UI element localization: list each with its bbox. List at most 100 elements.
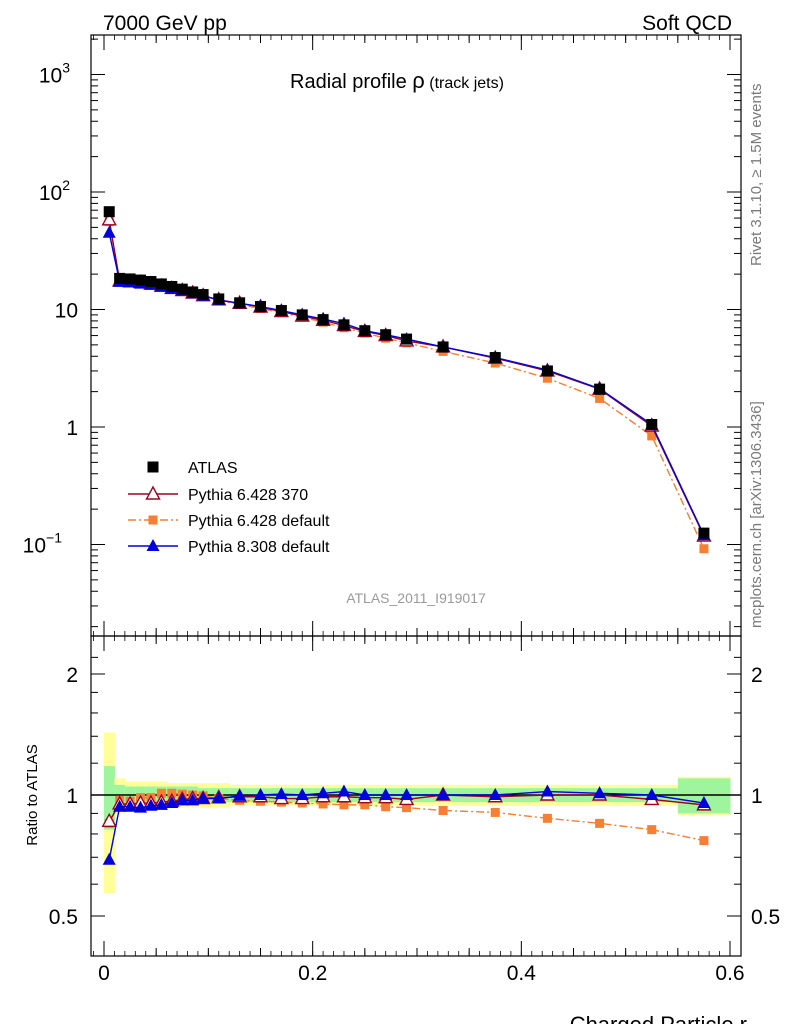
- mcplots-reference-label: mcplots.cern.ch [arXiv:1306.3436]: [748, 401, 765, 628]
- ratio-data-point: [381, 802, 391, 812]
- ratio-y-tick-label-right: 0.5: [751, 906, 780, 929]
- category-label: Soft QCD: [642, 12, 732, 35]
- ratio-data-point: [490, 807, 500, 817]
- ratio-data-point: [645, 788, 659, 800]
- legend-marker: [147, 461, 159, 473]
- ratio-data-point: [144, 798, 158, 811]
- ratio-data-point: [196, 791, 210, 804]
- ratio-data-point: [540, 784, 554, 797]
- ratio-data-point: [295, 788, 309, 800]
- ratio-data-point: [593, 786, 607, 799]
- data-point: [145, 276, 157, 288]
- legend-label: ATLAS: [188, 460, 238, 477]
- data-point: [359, 325, 371, 337]
- legend-marker: [145, 485, 161, 500]
- ratio-uncertainty-bands: [104, 732, 731, 894]
- data-point: [102, 225, 116, 238]
- ratio-y-tick-label: 1: [66, 785, 78, 808]
- data-point: [101, 211, 117, 226]
- ratio-data-point: [233, 788, 247, 801]
- plot-title-main: Radial profile: [290, 71, 412, 93]
- data-point: [187, 286, 199, 298]
- ratio-plot-axes: 0.5 0.5 1 1 2 2 0 0.2 0.4 0.6: [49, 635, 780, 985]
- ratio-data-point: [438, 806, 448, 816]
- ratio-data-point: [175, 793, 189, 806]
- inner-uncertainty-band: [104, 766, 115, 830]
- data-point: [541, 365, 553, 377]
- data-point: [213, 293, 225, 305]
- ratio-data-point: [699, 836, 709, 846]
- data-point: [176, 283, 188, 295]
- data-point: [542, 373, 552, 383]
- ratio-data-point: [316, 786, 330, 799]
- ratio-y-tick-label-right: 2: [751, 664, 763, 687]
- data-point: [594, 383, 606, 395]
- data-point: [103, 206, 115, 218]
- legend-marker: [146, 539, 160, 551]
- data-point: [124, 273, 136, 285]
- legend-item-py8: Pythia 8.308 default: [128, 539, 330, 556]
- main-plot-series: [101, 206, 712, 554]
- ratio-data-point: [358, 788, 372, 800]
- ratio-data-point: [542, 813, 552, 823]
- data-point: [595, 393, 605, 403]
- y-tick-label: 10: [55, 300, 78, 323]
- ratio-data-point: [379, 788, 393, 800]
- data-point: [317, 314, 329, 326]
- ratio-data-point: [274, 787, 288, 800]
- data-point: [489, 352, 501, 364]
- data-point: [234, 297, 246, 309]
- x-tick-label: 0.2: [298, 962, 327, 985]
- ratio-plot-frame: [90, 635, 742, 957]
- ratio-data-point: [360, 800, 370, 810]
- plot-title-sub: (track jets): [425, 75, 504, 92]
- x-axis-label: Charged Particle r: [570, 1012, 747, 1024]
- ratio-data-point: [123, 799, 137, 812]
- legend-label: Pythia 8.308 default: [188, 539, 330, 556]
- ratio-data-point: [101, 812, 117, 828]
- ratio-data-point: [595, 818, 605, 828]
- y-tick-label: 10−1: [23, 530, 63, 558]
- data-point: [255, 301, 266, 313]
- legend-label: Pythia 6.428 370: [188, 487, 308, 504]
- plot-title-rho: ρ: [412, 68, 425, 93]
- data-point: [166, 280, 178, 292]
- y-tick-label: 1: [66, 417, 78, 440]
- y-tick-label: 103: [39, 60, 70, 88]
- plot-title: Radial profile ρ (track jets): [290, 68, 504, 93]
- ratio-data-point: [154, 797, 168, 810]
- x-tick-label: 0.6: [715, 962, 744, 985]
- data-point: [275, 305, 287, 317]
- ratio-y-tick-label: 0.5: [49, 906, 78, 929]
- data-point: [114, 272, 126, 284]
- legend: ATLAS Pythia 6.428 370 Pythia 6.428 defaul…: [128, 460, 330, 556]
- data-point: [197, 289, 209, 301]
- y-tick-label: 102: [39, 177, 70, 205]
- ratio-y-tick-label-right: 1: [751, 785, 763, 808]
- ratio-data-point: [318, 799, 328, 809]
- legend-item-atlas: ATLAS: [147, 460, 238, 477]
- data-point: [380, 329, 392, 341]
- legend-item-py6_default: Pythia 6.428 default: [128, 513, 330, 530]
- ratio-data-point: [488, 788, 502, 800]
- ratio-series-py8: [102, 784, 711, 865]
- ratio-data-point: [697, 796, 711, 809]
- ratio-data-point: [212, 791, 226, 804]
- ratio-y-axis-label: Ratio to ATLAS: [24, 744, 41, 845]
- ratio-data-point: [165, 796, 179, 809]
- data-point: [698, 527, 710, 539]
- ratio-data-point: [337, 784, 351, 797]
- ratio-data-point: [339, 800, 349, 810]
- series-atlas: [103, 206, 710, 539]
- analysis-watermark: ATLAS_2011_I919017: [346, 590, 486, 606]
- ratio-data-point: [647, 825, 657, 835]
- legend-label: Pythia 6.428 default: [188, 513, 330, 530]
- rivet-version-label: Rivet 3.1.10, ≥ 1.5M events: [748, 84, 765, 267]
- ratio-data-point: [400, 788, 414, 800]
- ratio-data-point: [254, 788, 267, 800]
- ratio-y-tick-label: 2: [66, 664, 78, 687]
- ratio-plot-series: [101, 784, 712, 865]
- x-tick-label: 0: [98, 962, 110, 985]
- ratio-data-point: [186, 793, 200, 806]
